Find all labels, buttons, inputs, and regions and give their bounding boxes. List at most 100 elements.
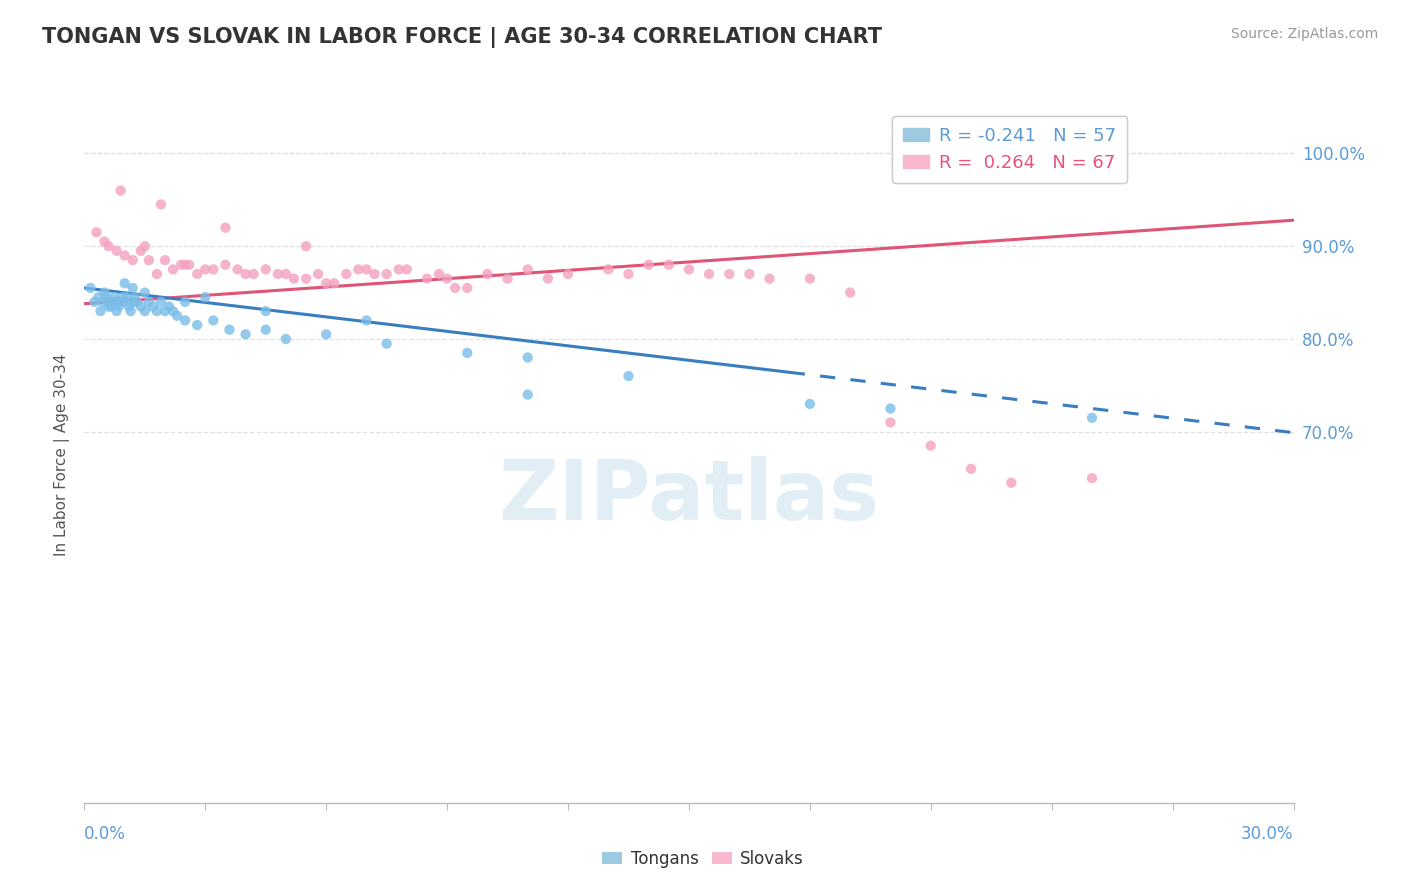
Point [323, 277, 346, 291]
Point [146, 267, 169, 281]
Point [436, 271, 458, 285]
Point [174, 294, 197, 309]
Point [335, 267, 357, 281]
Point [375, 336, 398, 351]
Point [214, 220, 236, 235]
Text: 0.0%: 0.0% [84, 825, 127, 843]
Point [395, 262, 418, 277]
Point [138, 294, 160, 309]
Point [114, 248, 136, 262]
Point [121, 294, 143, 309]
Point [111, 290, 134, 304]
Point [235, 327, 257, 342]
Point [617, 267, 640, 281]
Point [174, 258, 197, 272]
Point [879, 416, 901, 430]
Point [186, 267, 208, 281]
Point [254, 304, 277, 318]
Point [115, 290, 138, 304]
Point [537, 271, 560, 285]
Point [179, 258, 201, 272]
Y-axis label: In Labor Force | Age 30-34: In Labor Force | Age 30-34 [55, 353, 70, 557]
Point [153, 304, 176, 318]
Point [456, 346, 478, 360]
Point [456, 281, 478, 295]
Point [93, 235, 115, 249]
Point [496, 271, 519, 285]
Point [149, 294, 172, 309]
Point [134, 304, 156, 318]
Point [295, 239, 318, 253]
Point [214, 258, 236, 272]
Point [121, 253, 143, 268]
Point [118, 300, 141, 314]
Point [105, 244, 128, 258]
Point [104, 290, 127, 304]
Point [315, 277, 337, 291]
Point [427, 267, 450, 281]
Point [110, 184, 132, 198]
Point [363, 267, 385, 281]
Point [101, 294, 124, 309]
Point [105, 294, 128, 309]
Point [93, 285, 115, 300]
Point [218, 323, 240, 337]
Point [202, 313, 225, 327]
Point [1081, 410, 1104, 425]
Point [516, 387, 538, 401]
Point [129, 300, 152, 314]
Point [170, 258, 193, 272]
Point [242, 267, 264, 281]
Point [920, 439, 942, 453]
Point [477, 267, 499, 281]
Point [134, 285, 156, 300]
Point [97, 294, 120, 309]
Point [186, 318, 208, 332]
Text: TONGAN VS SLOVAK IN LABOR FORCE | AGE 30-34 CORRELATION CHART: TONGAN VS SLOVAK IN LABOR FORCE | AGE 30… [42, 27, 882, 48]
Point [157, 300, 180, 314]
Point [267, 267, 290, 281]
Point [86, 225, 108, 239]
Point [142, 300, 165, 314]
Point [100, 300, 122, 314]
Point [138, 253, 160, 268]
Point [107, 300, 129, 314]
Point [83, 294, 105, 309]
Point [121, 281, 143, 295]
Point [697, 267, 720, 281]
Point [174, 313, 197, 327]
Point [356, 262, 378, 277]
Point [202, 262, 225, 277]
Point [1081, 471, 1104, 485]
Point [254, 323, 277, 337]
Point [516, 351, 538, 365]
Point [146, 304, 169, 318]
Point [516, 262, 538, 277]
Point [658, 258, 681, 272]
Point [194, 290, 217, 304]
Text: Source: ZipAtlas.com: Source: ZipAtlas.com [1230, 27, 1378, 41]
Point [598, 262, 620, 277]
Point [96, 290, 118, 304]
Point [347, 262, 370, 277]
Point [799, 397, 821, 411]
Point [149, 197, 172, 211]
Point [960, 462, 983, 476]
Point [194, 262, 217, 277]
Point [307, 267, 329, 281]
Point [129, 244, 152, 258]
Point [388, 262, 411, 277]
Point [758, 271, 780, 285]
Point [295, 271, 318, 285]
Point [87, 290, 110, 304]
Point [738, 267, 761, 281]
Point [79, 281, 101, 295]
Text: ZIPatlas: ZIPatlas [499, 456, 879, 537]
Point [1000, 475, 1022, 490]
Point [110, 294, 132, 309]
Point [444, 281, 467, 295]
Point [274, 267, 297, 281]
Point [879, 401, 901, 416]
Point [274, 332, 297, 346]
Point [839, 285, 862, 300]
